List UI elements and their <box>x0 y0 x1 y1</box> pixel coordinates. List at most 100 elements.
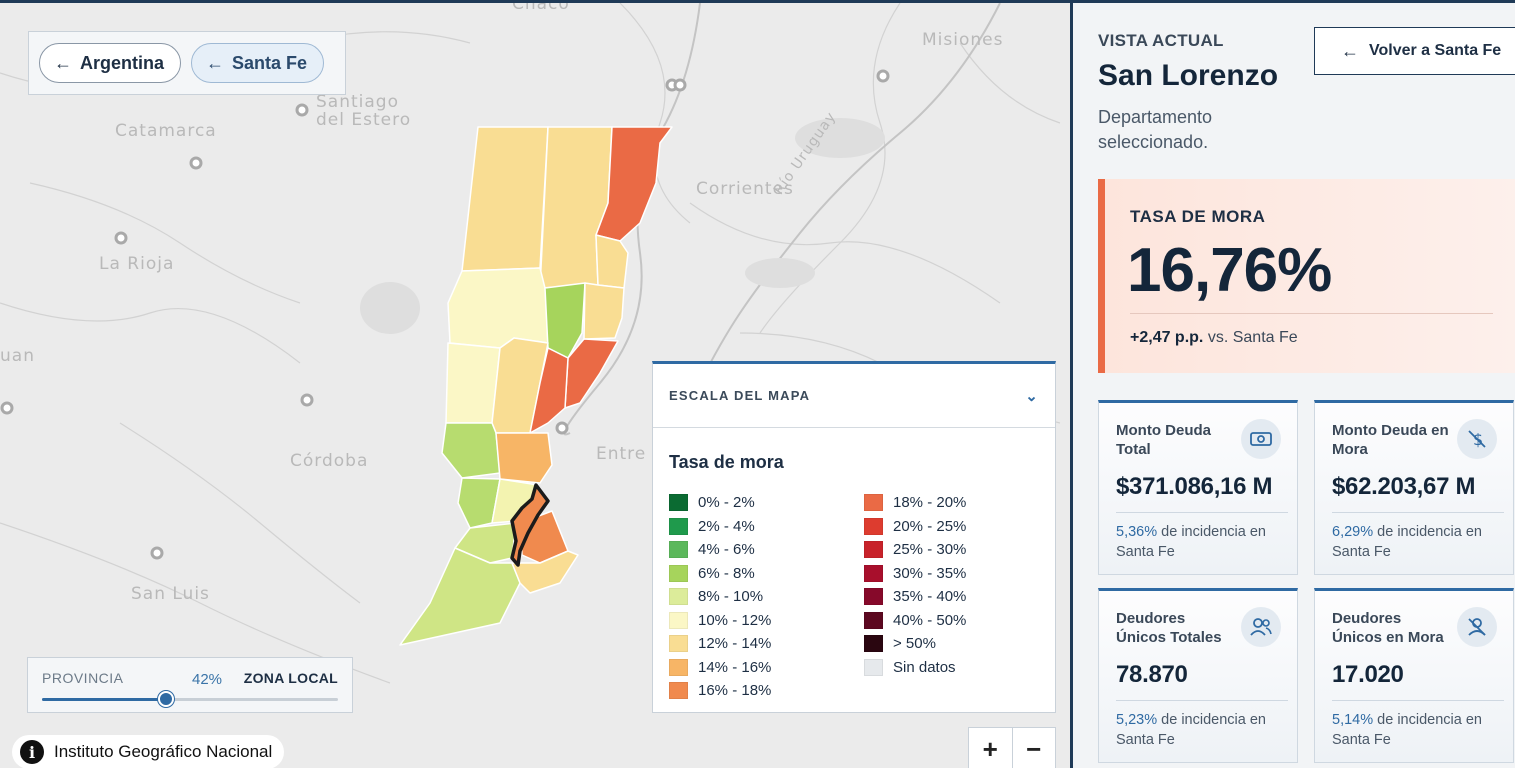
legend-item-label: 12% - 14% <box>698 635 772 653</box>
legend-item: 30% - 35% <box>864 562 966 586</box>
divider <box>1116 700 1288 701</box>
mora-comparison: +2,47 p.p. vs. Santa Fe <box>1130 329 1298 347</box>
mora-rate-card: TASA DE MORA 16,76% +2,47 p.p. vs. Santa… <box>1098 179 1515 373</box>
back-to-santa-fe-button[interactable]: ← Volver a Santa Fe <box>1314 27 1515 75</box>
breadcrumb-argentina-label: Argentina <box>80 52 165 73</box>
card-label: Deudores Únicos en Mora <box>1332 610 1444 646</box>
arrow-left-icon: ← <box>206 52 225 73</box>
legend-swatch <box>669 494 688 512</box>
legend-item: 12% - 14% <box>669 632 771 656</box>
slider-track[interactable] <box>42 698 338 701</box>
money-off-icon: $ <box>1457 419 1497 459</box>
slider-left-label: PROVINCIA <box>42 670 124 686</box>
map-label-cordoba: Córdoba <box>290 451 369 471</box>
card-value: 78.870 <box>1116 661 1188 688</box>
legend-item-label: 6% - 8% <box>698 564 755 582</box>
map-label-la-rioja: La Rioja <box>99 254 175 274</box>
mora-label: TASA DE MORA <box>1130 207 1266 226</box>
legend-swatch <box>669 588 688 606</box>
legend-item: 0% - 2% <box>669 491 771 515</box>
zoom-out-button[interactable]: − <box>1011 728 1056 768</box>
legend-item: 18% - 20% <box>864 491 966 515</box>
slider-value: 42% <box>192 671 223 688</box>
attribution: i Instituto Geográfico Nacional <box>12 735 285 768</box>
card-label: Deudores Únicos Totales <box>1116 610 1222 646</box>
map-label-chaco: Chaco <box>512 3 570 14</box>
legend-column-right: 18% - 20% 20% - 25% 25% - 30% 30% - 35% 35% … <box>864 491 966 679</box>
mora-value: 16,76% <box>1127 236 1332 305</box>
card-incidence-text: de incidencia en Santa Fe <box>1332 712 1482 748</box>
legend-item-label: 35% - 40% <box>893 588 967 606</box>
metric-card-deudores-mora: Deudores Únicos en Mora 17.020 5,14% de … <box>1314 588 1514 763</box>
card-incidence-pct: 5,36% <box>1116 524 1158 540</box>
legend-swatch <box>669 517 688 535</box>
legend-item: Sin datos <box>864 656 966 680</box>
legend-item: 16% - 18% <box>669 679 771 703</box>
card-label: Monto Deuda Total <box>1116 422 1211 458</box>
map-canvas[interactable]: Chaco Misiones Santiago del Estero Catam… <box>0 3 1070 768</box>
card-incidence: 6,29% de incidencia en Santa Fe <box>1332 522 1502 562</box>
legend-item-label: 18% - 20% <box>893 494 967 512</box>
map-label-san-juan: uan <box>0 346 35 366</box>
legend-item: 4% - 6% <box>669 538 771 562</box>
legend-item-label: 16% - 18% <box>698 682 772 700</box>
legend-swatch <box>669 635 688 653</box>
legend-swatch <box>864 658 883 676</box>
breadcrumb-santa-fe-button[interactable]: ← Santa Fe <box>191 43 325 83</box>
legend-header-label: ESCALA DEL MAPA <box>669 388 811 403</box>
legend-swatch <box>864 541 883 559</box>
arrow-left-icon: ← <box>54 52 72 73</box>
map-label-corrientes: Corrientes <box>696 179 794 199</box>
legend-item-label: 4% - 6% <box>698 541 755 559</box>
zoom-control: + − <box>968 727 1056 768</box>
page-title: San Lorenzo <box>1098 59 1279 92</box>
info-icon[interactable]: i <box>20 740 44 764</box>
legend-item: 35% - 40% <box>864 585 966 609</box>
card-incidence-text: de incidencia en Santa Fe <box>1332 524 1482 560</box>
map-label-san-luis: San Luis <box>131 584 210 604</box>
panel-divider <box>1070 3 1073 768</box>
legend-item: 8% - 10% <box>669 585 771 609</box>
legend-item: 6% - 8% <box>669 562 771 586</box>
legend-item: 14% - 16% <box>669 656 771 680</box>
attribution-text: Instituto Geográfico Nacional <box>54 742 273 761</box>
zoom-in-button[interactable]: + <box>982 733 998 764</box>
legend-swatch <box>864 588 883 606</box>
legend-swatch <box>669 541 688 559</box>
view-label: VISTA ACTUAL <box>1098 31 1224 50</box>
legend-item-label: 2% - 4% <box>698 517 755 535</box>
slider-handle[interactable] <box>158 691 175 707</box>
card-label: Monto Deuda en Mora <box>1332 422 1449 458</box>
legend-item-label: 14% - 16% <box>698 658 772 676</box>
metric-card-monto-mora: Monto Deuda en Mora $ $62.203,67 M 6,29%… <box>1314 400 1514 575</box>
card-incidence-pct: 5,14% <box>1332 712 1374 728</box>
detail-panel: VISTA ACTUAL San Lorenzo Departamento se… <box>1073 3 1515 768</box>
legend-item: 10% - 12% <box>669 609 771 633</box>
top-border <box>0 0 1515 3</box>
chevron-down-icon[interactable]: ⌄ <box>1025 387 1039 405</box>
map-legend: ESCALA DEL MAPA ⌄ Tasa de mora 0% - 2% 2%… <box>652 361 1056 713</box>
legend-item-label: 10% - 12% <box>698 611 772 629</box>
breadcrumb-santa-fe-label: Santa Fe <box>232 52 308 73</box>
money-icon <box>1241 419 1281 459</box>
card-value: $62.203,67 M <box>1332 473 1476 500</box>
legend-item-label: 25% - 30% <box>893 541 967 559</box>
legend-item-label: 30% - 35% <box>893 564 967 582</box>
breadcrumb-argentina-button[interactable]: ← Argentina <box>39 43 182 83</box>
card-incidence-text: de incidencia en Santa Fe <box>1116 712 1266 748</box>
slider-right-label: ZONA LOCAL <box>243 670 338 686</box>
slider-fill <box>42 698 167 701</box>
legend-swatch <box>669 564 688 582</box>
map-label-catamarca: Catamarca <box>115 121 217 141</box>
card-value: $371.086,16 M <box>1116 473 1273 500</box>
legend-item: 40% - 50% <box>864 609 966 633</box>
legend-header[interactable]: ESCALA DEL MAPA ⌄ <box>653 364 1055 428</box>
map-label-misiones: Misiones <box>922 30 1004 50</box>
legend-swatch <box>864 611 883 629</box>
legend-swatch <box>864 517 883 535</box>
page-subtitle: Departamento seleccionado. <box>1098 107 1213 152</box>
legend-swatch <box>669 682 688 700</box>
card-incidence: 5,23% de incidencia en Santa Fe <box>1116 710 1286 750</box>
breadcrumb: ← Argentina ← Santa Fe <box>28 31 346 95</box>
